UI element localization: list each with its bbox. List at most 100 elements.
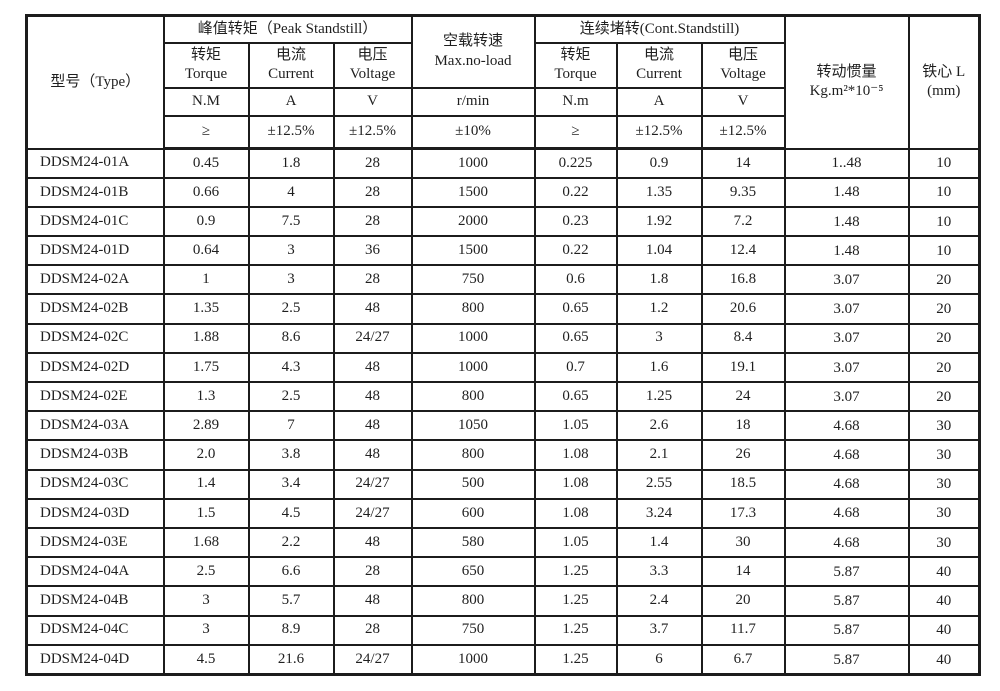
- header-tolerance-row: ≥ ±12.5% ±12.5% ±10% ≥ ±12.5% ±12.5%: [27, 114, 980, 150]
- tolerance-cont-current: ±12.5%: [615, 114, 703, 150]
- value-cell: 800: [410, 293, 536, 325]
- value-cell: 2.0: [162, 439, 250, 471]
- table-row: DDSM24-03A 2.89 7 48 1050 1.05 2.6 18 4.68 30: [25, 410, 981, 442]
- value-cell: 600: [410, 497, 536, 529]
- col-header-peak-torque: 转矩 Torque: [162, 41, 250, 89]
- value-cell: 18: [700, 410, 786, 442]
- model-cell: DDSM24-03E: [25, 526, 165, 559]
- value-cell: 1.25: [533, 614, 618, 646]
- value-cell: 40: [907, 643, 981, 676]
- value-cell: 4: [247, 176, 335, 208]
- value-cell: 2.4: [615, 585, 703, 617]
- model-cell: DDSM24-04A: [25, 556, 165, 588]
- value-cell: 5.87: [783, 643, 910, 676]
- value-cell: 30: [907, 497, 981, 529]
- value-cell: 1500: [410, 235, 536, 267]
- cont-torque-en: Torque: [554, 66, 597, 82]
- unit-cont-voltage: V: [700, 86, 786, 117]
- value-cell: 28: [332, 614, 413, 646]
- value-cell: 5.7: [247, 585, 335, 617]
- value-cell: 48: [332, 410, 413, 442]
- value-cell: 21.6: [247, 643, 335, 676]
- value-cell: 4.5: [247, 497, 335, 529]
- value-cell: 20: [907, 293, 981, 325]
- table-row: DDSM24-02C 1.88 8.6 24/27 1000 0.65 3 8.4 3.07 20: [25, 322, 981, 354]
- cont-current-en: Current: [636, 66, 682, 82]
- inertia-cn: 转动惯量: [816, 63, 877, 80]
- table-row: DDSM24-01D 0.64 3 36 1500 0.22 1.04 12.4 1.48 10: [25, 235, 981, 267]
- value-cell: 10: [907, 205, 981, 238]
- value-cell: 4.3: [247, 351, 335, 384]
- table-row: DDSM24-02A 1 3 28 750 0.6 1.8 16.8 3.07 20: [25, 264, 981, 296]
- col-header-peak-current: 电流 Current: [247, 41, 335, 89]
- value-cell: 5.87: [783, 614, 910, 646]
- value-cell: 0.9: [615, 147, 703, 179]
- tolerance-peak-current: ±12.5%: [247, 114, 335, 150]
- value-cell: 6.7: [700, 643, 786, 676]
- value-cell: 3: [162, 614, 250, 646]
- model-cell: DDSM24-02D: [25, 351, 165, 384]
- value-cell: 4.68: [783, 526, 910, 559]
- tolerance-peak-voltage: ±12.5%: [332, 114, 413, 150]
- header-unit-row: N.M A V r/min N.m A V: [27, 86, 980, 117]
- table-row: DDSM24-03E 1.68 2.2 48 580 1.05 1.4 30 4.68 30: [25, 526, 981, 559]
- col-group-peak-standstill: 峰值转矩（Peak Standstill）: [162, 14, 413, 44]
- value-cell: 1.04: [615, 235, 703, 267]
- value-cell: 3: [162, 585, 250, 617]
- value-cell: 1000: [410, 351, 536, 384]
- core-length-cn: 铁心 L: [922, 63, 966, 80]
- model-cell: DDSM24-03C: [25, 468, 165, 500]
- value-cell: 3.8: [247, 439, 335, 471]
- value-cell: 0.65: [533, 380, 618, 413]
- core-length-unit: (mm): [927, 83, 961, 100]
- value-cell: 20.6: [700, 293, 786, 325]
- cont-voltage-cn: 电压: [728, 46, 759, 63]
- unit-peak-voltage: V: [332, 86, 413, 117]
- tolerance-peak-torque: ≥: [162, 114, 250, 150]
- table-row: DDSM24-03C 1.4 3.4 24/27 500 1.08 2.55 18.5 4.68…: [25, 468, 981, 500]
- table-row: DDSM24-01C 0.9 7.5 28 2000 0.23 1.92 7.2 1.48 10: [25, 205, 981, 238]
- value-cell: 19.1: [700, 351, 786, 384]
- value-cell: 48: [332, 380, 413, 413]
- unit-peak-torque: N.M: [162, 86, 250, 117]
- value-cell: 24/27: [332, 322, 413, 354]
- table-row: DDSM24-02B 1.35 2.5 48 800 0.65 1.2 20.6 3.07 20: [25, 293, 981, 325]
- table-row: DDSM24-03B 2.0 3.8 48 800 1.08 2.1 26 4.68 30: [25, 439, 981, 471]
- value-cell: 2.6: [615, 410, 703, 442]
- value-cell: 48: [332, 439, 413, 471]
- unit-cont-current: A: [615, 86, 703, 117]
- value-cell: 500: [410, 468, 536, 500]
- value-cell: 1: [162, 264, 250, 296]
- value-cell: 4.5: [162, 643, 250, 676]
- value-cell: 1000: [410, 643, 536, 676]
- value-cell: 3: [247, 264, 335, 296]
- value-cell: 3: [247, 235, 335, 267]
- value-cell: 24/27: [332, 497, 413, 529]
- value-cell: 3.07: [783, 293, 910, 325]
- value-cell: 750: [410, 614, 536, 646]
- value-cell: 20: [907, 322, 981, 354]
- value-cell: 5.87: [783, 556, 910, 588]
- model-cell: DDSM24-01B: [25, 176, 165, 208]
- value-cell: 2.2: [247, 526, 335, 559]
- value-cell: 1.08: [533, 497, 618, 529]
- table-row: DDSM24-02D 1.75 4.3 48 1000 0.7 1.6 19.1 3.07 20: [25, 351, 981, 384]
- model-cell: DDSM24-02E: [25, 380, 165, 413]
- motor-spec-table: 型号（Type） 峰值转矩（Peak Standstill） 空载转速 Max.…: [25, 14, 982, 676]
- value-cell: 1.48: [783, 205, 910, 238]
- table-row: DDSM24-03D 1.5 4.5 24/27 600 1.08 3.24 17.3 4.68…: [25, 497, 981, 529]
- value-cell: 0.66: [162, 176, 250, 208]
- value-cell: 0.22: [533, 235, 618, 267]
- header-name-row: 转矩 Torque 电流 Current 电压 Voltage 转矩 Torqu…: [27, 41, 980, 89]
- peak-voltage-cn: 电压: [357, 46, 388, 63]
- value-cell: 2.89: [162, 410, 250, 442]
- tolerance-noload-speed: ±10%: [410, 114, 536, 150]
- cont-voltage-en: Voltage: [720, 66, 766, 82]
- col-header-peak-voltage: 电压 Voltage: [332, 41, 413, 89]
- col-header-cont-voltage: 电压 Voltage: [700, 41, 786, 89]
- value-cell: 40: [907, 614, 981, 646]
- noload-speed-cn: 空载转速: [442, 33, 503, 50]
- value-cell: 48: [332, 351, 413, 384]
- cont-current-cn: 电流: [643, 46, 674, 63]
